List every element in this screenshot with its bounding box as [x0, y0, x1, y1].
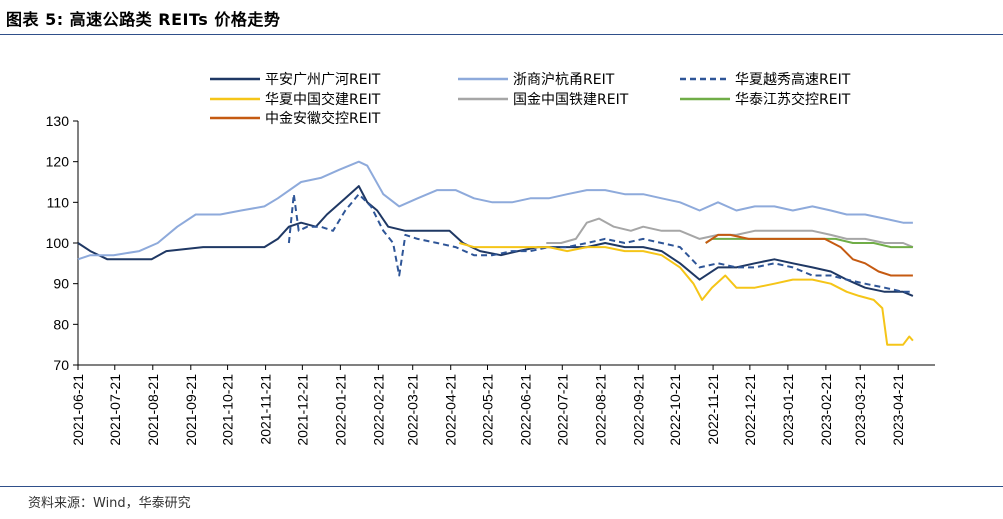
bottom-rule: [0, 486, 1003, 487]
x-tick-label: 2021-10-21: [220, 374, 236, 446]
legend-label: 浙商沪杭甬REIT: [513, 72, 615, 88]
x-tick-label: 2022-11-21: [705, 374, 721, 445]
x-tick-label: 2022-08-21: [592, 374, 608, 446]
x-tick-label: 2022-10-21: [667, 374, 683, 446]
x-tick-label: 2022-01-21: [332, 374, 348, 446]
series-line: [287, 193, 913, 293]
y-tick-label: 80: [53, 316, 69, 332]
x-tick-label: 2021-12-21: [294, 374, 310, 446]
figure-title: 图表 5: 高速公路类 REITs 价格走势: [6, 10, 281, 29]
x-tick-label: 2022-07-21: [554, 374, 570, 446]
legend-label: 华夏越秀高速REIT: [735, 71, 851, 88]
series-line: [705, 233, 913, 277]
x-tick-label: 2022-03-21: [405, 374, 421, 446]
y-tick-label: 120: [46, 154, 70, 170]
y-tick-label: 130: [46, 113, 70, 129]
series-line: [77, 160, 913, 261]
x-tick-label: 2022-04-21: [443, 374, 459, 446]
legend-label: 华夏中国交建REIT: [265, 91, 381, 108]
legend-label: 平安广州广河REIT: [265, 72, 381, 88]
x-tick-label: 2023-02-21: [818, 374, 834, 446]
x-tick-label: 2021-11-21: [258, 374, 274, 445]
top-rule: [0, 34, 1003, 35]
legend-label: 华泰江苏交控REIT: [735, 91, 851, 108]
x-tick-label: 2022-12-21: [742, 374, 758, 446]
x-tick-label: 2023-01-21: [780, 374, 796, 446]
chart-legend: 平安广州广河REIT 浙商沪杭甬REIT 华夏越秀高速REIT 华夏中国交建REIT 国…: [210, 71, 851, 127]
y-tick-label: 90: [53, 276, 69, 292]
legend-label: 中金安徽交控REIT: [265, 110, 381, 127]
x-tick-label: 2022-06-21: [518, 374, 534, 446]
chart-axes: 70 80 90 100 110 120 130 2021-06-21 2021-07-21 20…: [46, 113, 935, 446]
series-line: [459, 242, 914, 346]
x-tick-label: 2023-03-21: [852, 374, 868, 446]
x-tick-label: 2022-05-21: [479, 374, 495, 446]
y-tick-label: 110: [47, 194, 70, 210]
series-line: [77, 185, 914, 297]
x-tick-label: 2021-06-21: [70, 374, 86, 446]
x-tick-label: 2021-08-21: [145, 374, 161, 446]
x-tick-label: 2022-02-21: [370, 374, 386, 446]
x-tick-label: 2021-09-21: [183, 374, 199, 446]
x-tick-label: 2022-09-21: [630, 374, 646, 446]
x-tick-label: 2021-07-21: [107, 374, 123, 446]
chart-series: [77, 160, 914, 346]
x-tick-label: 2023-04-21: [890, 374, 906, 446]
y-tick-label: 70: [53, 357, 69, 373]
y-tick-label: 100: [46, 235, 70, 251]
source-note: 资料来源：Wind，华泰研究: [28, 496, 191, 511]
line-chart: 平安广州广河REIT 浙商沪杭甬REIT 华夏越秀高速REIT 华夏中国交建REIT 国…: [46, 71, 935, 446]
legend-label: 国金中国铁建REIT: [513, 92, 629, 108]
